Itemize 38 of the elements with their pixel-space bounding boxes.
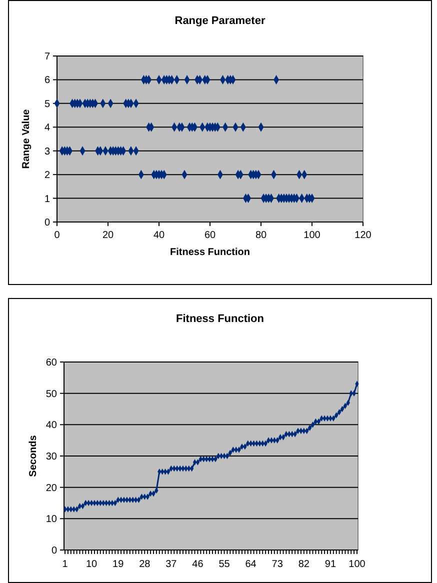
chart-title: Fitness Function [176,313,264,325]
x-tick-label: 91 [324,559,336,570]
y-tick-label: 50 [46,388,58,400]
x-tick-label: 100 [348,559,366,570]
x-tick-label: 60 [204,230,216,241]
x-tick-label: 55 [218,559,230,570]
y-axis-title: Seconds [28,434,39,477]
x-axis-title: Fitness Function [170,247,250,258]
chart-title: Range Parameter [174,15,266,27]
y-axis-title: Range Value [21,108,32,169]
y-tick-label: 4 [44,122,50,134]
x-tick-label: 28 [139,559,151,570]
x-tick-label: 73 [272,559,284,570]
x-tick-label: 82 [298,559,310,570]
y-tick-label: 3 [44,146,50,158]
y-tick-label: 2 [44,170,50,182]
x-tick-label: 80 [255,230,267,241]
y-tick-label: 0 [51,546,58,556]
x-tick-label: 19 [112,559,124,570]
x-tick-label: 46 [192,559,204,570]
y-tick-label: 5 [44,98,50,110]
y-tick-label: 7 [44,52,50,62]
x-tick-label: 64 [245,559,257,570]
y-tick-label: 6 [44,75,50,86]
x-tick-label: 1 [62,559,68,570]
y-tick-label: 1 [44,194,50,205]
x-tick-label: 40 [153,230,165,241]
y-tick-label: 40 [46,420,58,432]
y-tick-label: 0 [44,218,50,228]
x-tick-label: 37 [166,559,178,570]
x-tick-label: 20 [102,230,114,241]
x-tick-label: 120 [354,230,372,241]
x-tick-label: 10 [86,559,98,570]
y-tick-label: 30 [46,452,58,462]
x-tick-label: 100 [304,230,321,241]
y-tick-label: 10 [46,514,58,526]
y-tick-label: 20 [46,482,58,494]
y-tick-label: 60 [46,358,58,368]
